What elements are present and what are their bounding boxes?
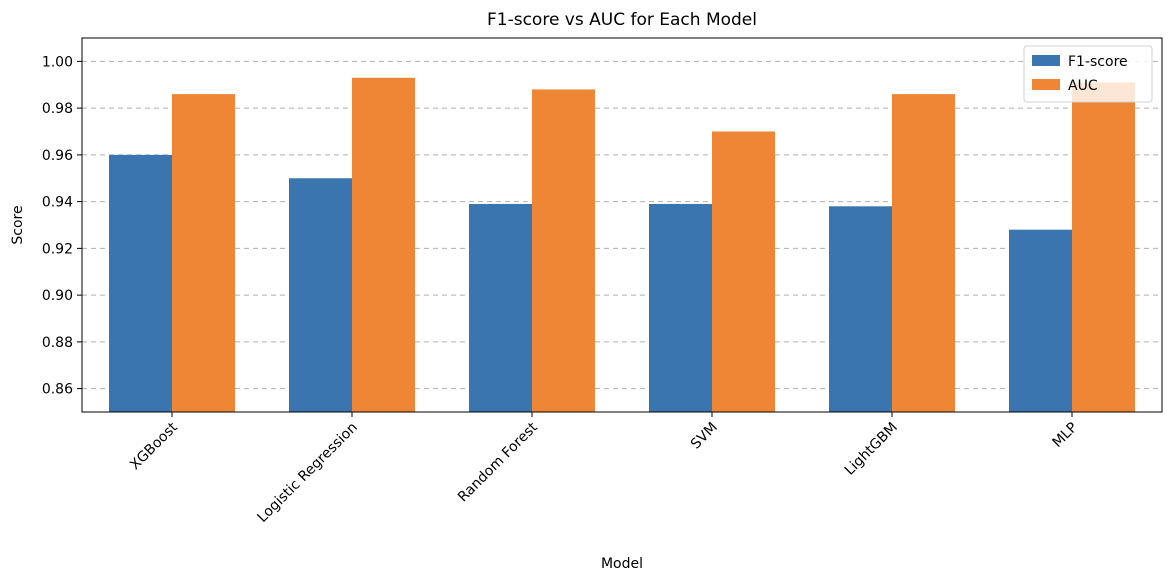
x-tick-label: LightGBM <box>842 420 901 479</box>
bar-f1-score-svm <box>649 203 712 412</box>
y-tick-label: 0.98 <box>42 101 73 117</box>
bar-f1-score-xgboost <box>109 154 172 412</box>
bar-auc-random-forest <box>532 89 595 413</box>
plot-frame <box>81 37 1163 413</box>
x-tick-label: Random Forest <box>455 419 541 505</box>
y-tick-label: 1.00 <box>42 54 73 70</box>
x-axis: XGBoost Logistic Regression Random Forest S… <box>127 412 1081 526</box>
legend-swatch-f1-score <box>1032 55 1060 66</box>
bar-f1-score-logistic-regression <box>289 178 352 412</box>
bar-auc-lightgbm <box>892 94 955 412</box>
bar-auc-svm <box>712 131 775 412</box>
bar-f1-score-mlp <box>1009 229 1072 412</box>
y-tick-label: 0.94 <box>42 195 73 211</box>
bar-f1-score-random-forest <box>469 203 532 412</box>
y-tick-label: 0.86 <box>42 382 73 398</box>
y-tick-label: 0.96 <box>42 148 73 164</box>
x-tick-label: XGBoost <box>127 419 181 473</box>
bar-auc-xgboost <box>172 94 235 412</box>
bar-auc-logistic-regression <box>352 77 415 413</box>
grid-lines <box>82 60 1162 390</box>
legend-label-auc: AUC <box>1068 78 1098 94</box>
chart-title: F1-score vs AUC for Each Model <box>487 10 757 30</box>
legend: F1-score AUC <box>1023 45 1153 103</box>
bar-auc-mlp <box>1072 82 1135 412</box>
bars <box>109 77 1135 413</box>
x-axis-title: Model <box>601 556 643 572</box>
y-axis-title: Score <box>10 205 26 244</box>
bar-f1-score-lightgbm <box>829 206 892 412</box>
y-tick-label: 0.90 <box>42 288 73 304</box>
y-tick-label: 0.88 <box>42 335 73 351</box>
legend-swatch-auc <box>1032 79 1060 90</box>
x-tick-label: SVM <box>688 420 721 453</box>
x-tick-label: MLP <box>1049 420 1080 451</box>
y-axis: 0.86 0.88 0.90 0.92 0.94 0.96 0.98 1.00 <box>42 54 82 398</box>
legend-label-f1-score: F1-score <box>1068 54 1128 70</box>
x-tick-label: Logistic Regression <box>255 420 361 526</box>
y-tick-label: 0.92 <box>42 241 73 257</box>
